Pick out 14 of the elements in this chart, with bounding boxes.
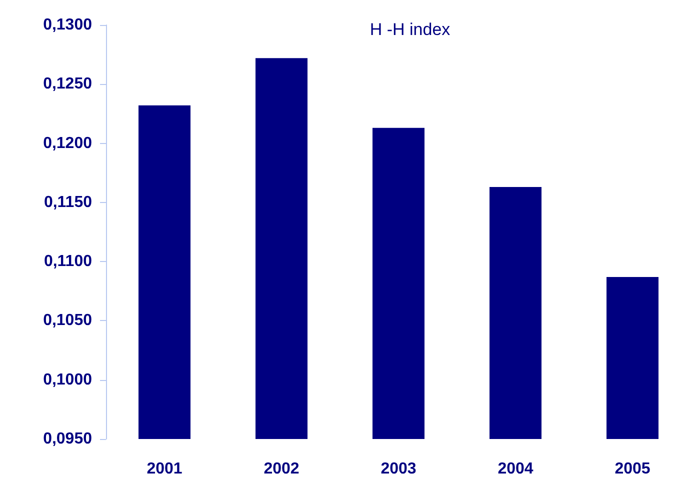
x-tick-label: 2002 [264, 460, 300, 478]
x-tick-label: 2001 [146, 460, 182, 478]
y-tick-label: 0,1300 [43, 16, 92, 34]
y-tick-label: 0,1050 [43, 312, 92, 330]
x-tick-label: 2003 [380, 460, 416, 478]
y-tick-label: 0,1150 [44, 194, 92, 211]
y-tick-label: 0,0950 [43, 430, 92, 448]
y-tick-label: 0,1100 [44, 253, 92, 270]
y-tick-label: 0,1000 [43, 371, 92, 388]
chart-title: H -H index [370, 20, 451, 39]
y-tick-label: 0,1200 [43, 134, 92, 152]
x-tick-label: 2005 [614, 460, 650, 478]
y-tick-label: 0,1250 [43, 76, 92, 93]
x-tick-label: 2004 [498, 460, 534, 478]
